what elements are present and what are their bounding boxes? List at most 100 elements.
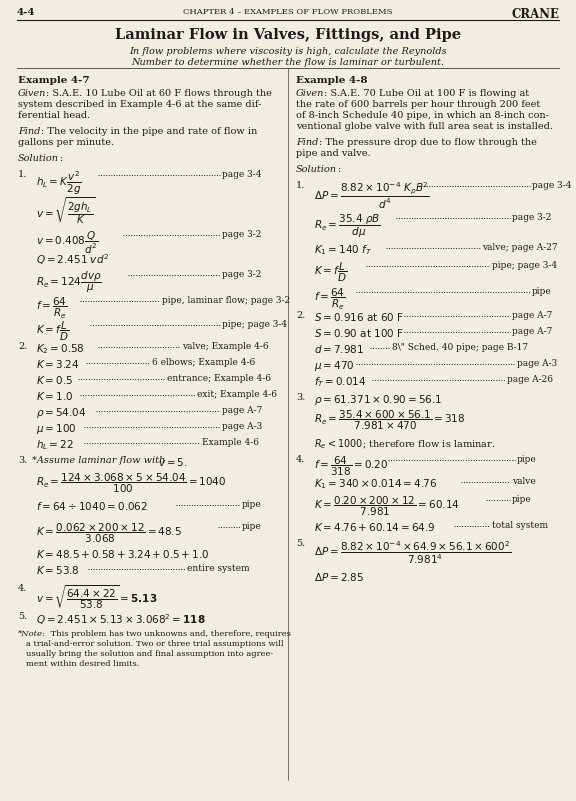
- Text: : The pressure drop due to flow through the: : The pressure drop due to flow through …: [319, 138, 537, 147]
- Text: valve: valve: [512, 477, 536, 486]
- Text: entire system: entire system: [187, 564, 249, 573]
- Text: 1.: 1.: [18, 170, 28, 179]
- Text: $K = 53.8$: $K = 53.8$: [36, 564, 79, 576]
- Text: $h_L = 22$: $h_L = 22$: [36, 438, 74, 452]
- Text: 4-4: 4-4: [17, 8, 36, 17]
- Text: :: :: [60, 154, 63, 163]
- Text: $K = 3.24$: $K = 3.24$: [36, 358, 79, 370]
- Text: CRANE: CRANE: [511, 8, 559, 21]
- Text: the rate of 600 barrels per hour through 200 feet: the rate of 600 barrels per hour through…: [296, 100, 540, 109]
- Text: pipe: pipe: [517, 455, 537, 464]
- Text: $K = 0.5$: $K = 0.5$: [36, 374, 73, 386]
- Text: 1.: 1.: [296, 181, 305, 190]
- Text: 4.: 4.: [18, 584, 28, 593]
- Text: pipe: pipe: [242, 522, 262, 531]
- Text: $K = f \dfrac{L}{D}$: $K = f \dfrac{L}{D}$: [36, 320, 69, 344]
- Text: Given: Given: [18, 89, 47, 98]
- Text: 5.: 5.: [18, 612, 27, 621]
- Text: *Assume laminar flow with: *Assume laminar flow with: [32, 456, 168, 465]
- Text: *Note:: *Note:: [18, 630, 46, 638]
- Text: $Q = 2.451 \times 5.13 \times 3.068^2 = \mathbf{118}$: $Q = 2.451 \times 5.13 \times 3.068^2 = …: [36, 612, 206, 627]
- Text: pipe; page 3-4: pipe; page 3-4: [222, 320, 287, 329]
- Text: $R_e = 124 \dfrac{dv\rho}{\mu}$: $R_e = 124 \dfrac{dv\rho}{\mu}$: [36, 270, 102, 296]
- Text: Number to determine whether the flow is laminar or turbulent.: Number to determine whether the flow is …: [131, 58, 445, 67]
- Text: $\rho = 54.04$: $\rho = 54.04$: [36, 406, 86, 420]
- Text: entrance; Example 4-6: entrance; Example 4-6: [167, 374, 271, 383]
- Text: page A-26: page A-26: [507, 375, 553, 384]
- Text: In flow problems where viscosity is high, calculate the Reynolds: In flow problems where viscosity is high…: [129, 47, 447, 56]
- Text: 2.: 2.: [296, 311, 305, 320]
- Text: $h_L = K \dfrac{v^2}{2g}$: $h_L = K \dfrac{v^2}{2g}$: [36, 170, 82, 197]
- Text: Example 4-6: Example 4-6: [202, 438, 259, 447]
- Text: $R_e < 1000$; therefore flow is laminar.: $R_e < 1000$; therefore flow is laminar.: [314, 437, 495, 451]
- Text: page A-3: page A-3: [517, 359, 557, 368]
- Text: page A-7: page A-7: [222, 406, 263, 415]
- Text: $d = 7.981$: $d = 7.981$: [314, 343, 364, 355]
- Text: pipe, laminar flow; page 3-2: pipe, laminar flow; page 3-2: [162, 296, 290, 305]
- Text: 8\" Sched. 40 pipe; page B-17: 8\" Sched. 40 pipe; page B-17: [392, 343, 528, 352]
- Text: $S = 0.90\ \mathrm{at}\ 100\ \mathrm{F}$: $S = 0.90\ \mathrm{at}\ 100\ \mathrm{F}$: [314, 327, 404, 339]
- Text: exit; Example 4-6: exit; Example 4-6: [197, 390, 277, 399]
- Text: $S = 0.916\ \mathrm{at}\ 60\ \mathrm{F}$: $S = 0.916\ \mathrm{at}\ 60\ \mathrm{F}$: [314, 311, 404, 323]
- Text: Example 4-8: Example 4-8: [296, 76, 367, 85]
- Text: $R_e = \dfrac{35.4 \times 600 \times 56.1}{7.981 \times 470} = 318$: $R_e = \dfrac{35.4 \times 600 \times 56.…: [314, 409, 465, 433]
- Text: Solution: Solution: [18, 154, 59, 163]
- Text: $Q = 2.451\ vd^2$: $Q = 2.451\ vd^2$: [36, 252, 109, 267]
- Text: Laminar Flow in Valves, Fittings, and Pipe: Laminar Flow in Valves, Fittings, and Pi…: [115, 28, 461, 42]
- Text: 2.: 2.: [18, 342, 28, 351]
- Text: :: :: [338, 165, 341, 174]
- Text: system described in Example 4-6 at the same dif-: system described in Example 4-6 at the s…: [18, 100, 262, 109]
- Text: : S.A.E. 10 Lube Oil at 60 F flows through the: : S.A.E. 10 Lube Oil at 60 F flows throu…: [46, 89, 272, 98]
- Text: gallons per minute.: gallons per minute.: [18, 138, 114, 147]
- Text: $v = \sqrt{\dfrac{64.4 \times 22}{53.8}} = \mathbf{5.13}$: $v = \sqrt{\dfrac{64.4 \times 22}{53.8}}…: [36, 584, 157, 612]
- Text: 4.: 4.: [296, 455, 305, 464]
- Text: 3.: 3.: [296, 393, 305, 402]
- Text: 5.: 5.: [296, 539, 305, 548]
- Text: $\Delta P = \dfrac{8.82 \times 10^{-4}\ K_\rho B^2}{d^4}$: $\Delta P = \dfrac{8.82 \times 10^{-4}\ …: [314, 181, 430, 211]
- Text: Solution: Solution: [296, 165, 337, 174]
- Text: Example 4-7: Example 4-7: [18, 76, 90, 85]
- Text: page 3-4: page 3-4: [222, 170, 262, 179]
- Text: ventional globe valve with full area seat is installed.: ventional globe valve with full area sea…: [296, 122, 553, 131]
- Text: This problem has two unknowns and, therefore, requires: This problem has two unknowns and, there…: [48, 630, 291, 638]
- Text: 6 elbows; Example 4-6: 6 elbows; Example 4-6: [152, 358, 255, 367]
- Text: Find: Find: [296, 138, 319, 147]
- Text: total system: total system: [492, 521, 548, 530]
- Text: page A-3: page A-3: [222, 422, 262, 431]
- Text: $v = 0.408 \dfrac{Q}{d^2}$: $v = 0.408 \dfrac{Q}{d^2}$: [36, 230, 99, 256]
- Text: valve; Example 4-6: valve; Example 4-6: [182, 342, 268, 351]
- Text: a trial-and-error solution. Two or three trial assumptions will: a trial-and-error solution. Two or three…: [26, 640, 283, 648]
- Text: $K = 1.0$: $K = 1.0$: [36, 390, 73, 402]
- Text: $K = \dfrac{0.062 \times 200 \times 12}{3.068} = 48.5$: $K = \dfrac{0.062 \times 200 \times 12}{…: [36, 522, 182, 545]
- Text: $v = 5.$: $v = 5.$: [158, 456, 188, 468]
- Text: $K_2 = 0.58$: $K_2 = 0.58$: [36, 342, 85, 356]
- Text: pipe and valve.: pipe and valve.: [296, 149, 370, 158]
- Text: page 3-2: page 3-2: [222, 270, 262, 279]
- Text: $f = 64 \div 1040 = 0.062$: $f = 64 \div 1040 = 0.062$: [36, 500, 148, 512]
- Text: $\Delta P = \dfrac{8.82 \times 10^{-4} \times 64.9 \times 56.1 \times 600^2}{7.9: $\Delta P = \dfrac{8.82 \times 10^{-4} \…: [314, 539, 511, 566]
- Text: pipe: pipe: [242, 500, 262, 509]
- Text: page 3-2: page 3-2: [512, 213, 551, 222]
- Text: ferential head.: ferential head.: [18, 111, 90, 120]
- Text: ment within desired limits.: ment within desired limits.: [26, 660, 139, 668]
- Text: Find: Find: [18, 127, 40, 136]
- Text: $R_e = \dfrac{35.4\ \rho B}{d\mu}$: $R_e = \dfrac{35.4\ \rho B}{d\mu}$: [314, 213, 381, 240]
- Text: $f = \dfrac{64}{R_e}$: $f = \dfrac{64}{R_e}$: [314, 287, 346, 312]
- Text: page 3-4: page 3-4: [532, 181, 571, 190]
- Text: $f = \dfrac{64}{R_e}$: $f = \dfrac{64}{R_e}$: [36, 296, 67, 321]
- Text: Given: Given: [296, 89, 324, 98]
- Text: CHAPTER 4 – EXAMPLES OF FLOW PROBLEMS: CHAPTER 4 – EXAMPLES OF FLOW PROBLEMS: [183, 8, 393, 16]
- Text: $K = \dfrac{0.20 \times 200 \times 12}{7.981} = 60.14$: $K = \dfrac{0.20 \times 200 \times 12}{7…: [314, 495, 460, 518]
- Text: $\Delta P = 2.85$: $\Delta P = 2.85$: [314, 571, 364, 583]
- Text: $K_1 = 340 \times 0.014 = 4.76$: $K_1 = 340 \times 0.014 = 4.76$: [314, 477, 437, 491]
- Text: of 8-inch Schedule 40 pipe, in which an 8-inch con-: of 8-inch Schedule 40 pipe, in which an …: [296, 111, 549, 120]
- Text: : S.A.E. 70 Lube Oil at 100 F is flowing at: : S.A.E. 70 Lube Oil at 100 F is flowing…: [324, 89, 529, 98]
- Text: pipe: pipe: [532, 287, 552, 296]
- Text: pipe; page 3-4: pipe; page 3-4: [492, 261, 557, 270]
- Text: $v = \sqrt{\dfrac{2g h_L}{K}}$: $v = \sqrt{\dfrac{2g h_L}{K}}$: [36, 196, 96, 227]
- Text: $K = f \dfrac{L}{D}$: $K = f \dfrac{L}{D}$: [314, 261, 347, 284]
- Text: $\mu = 100$: $\mu = 100$: [36, 422, 77, 436]
- Text: page A-7: page A-7: [512, 327, 552, 336]
- Text: $f = \dfrac{64}{318} = 0.20$: $f = \dfrac{64}{318} = 0.20$: [314, 455, 388, 478]
- Text: $K_1 = 140\ f_T$: $K_1 = 140\ f_T$: [314, 243, 372, 257]
